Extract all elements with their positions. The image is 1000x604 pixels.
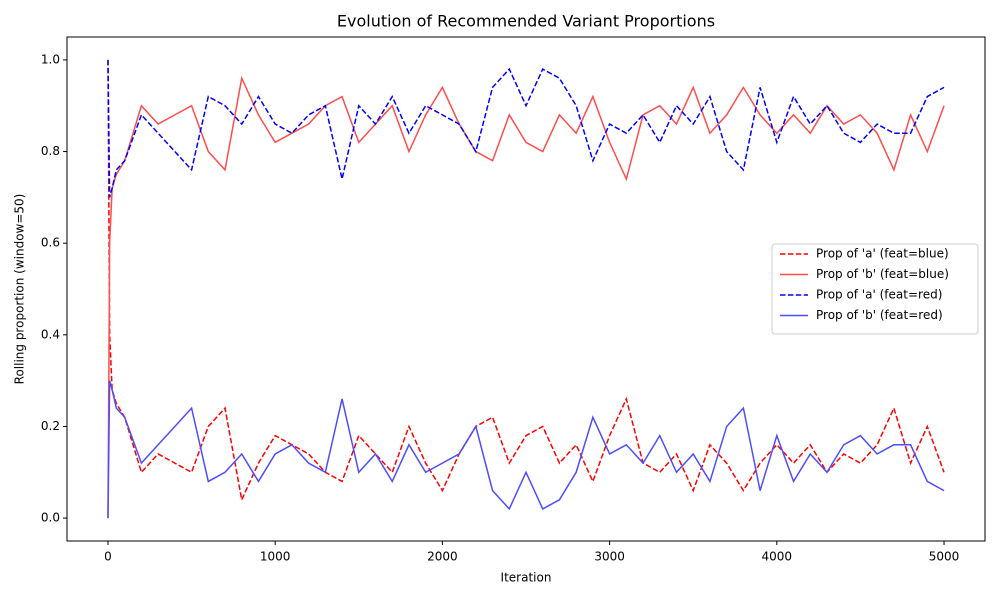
legend-label: Prop of 'b' (feat=red) <box>816 308 943 322</box>
x-tick-label: 2000 <box>427 550 458 564</box>
legend-label: Prop of 'b' (feat=blue) <box>816 267 949 281</box>
plot-frame <box>66 36 986 542</box>
y-tick-label: 1.0 <box>41 52 60 66</box>
series-line <box>107 59 945 198</box>
x-tick-label: 1000 <box>260 550 291 564</box>
x-tick-label: 3000 <box>594 550 625 564</box>
legend-label: Prop of 'a' (feat=red) <box>816 288 942 302</box>
x-tick-label: 0 <box>104 550 112 564</box>
x-tick-label: 4000 <box>762 550 793 564</box>
x-axis-label: Iteration <box>501 571 552 585</box>
series-line <box>107 380 945 519</box>
legend-box <box>771 243 979 335</box>
series-line <box>107 59 945 503</box>
y-axis-label: Rolling proportion (window=50) <box>13 194 27 385</box>
x-tick-label: 5000 <box>929 550 960 564</box>
chart-title: Evolution of Recommended Variant Proport… <box>337 12 715 31</box>
y-tick-label: 0.2 <box>41 419 60 433</box>
series-line <box>107 75 945 519</box>
y-tick-label: 0.6 <box>41 236 60 250</box>
y-tick-label: 0.0 <box>41 511 60 525</box>
y-tick-label: 0.4 <box>41 327 60 341</box>
legend-label: Prop of 'a' (feat=blue) <box>816 247 949 261</box>
y-tick-label: 0.8 <box>41 144 60 158</box>
